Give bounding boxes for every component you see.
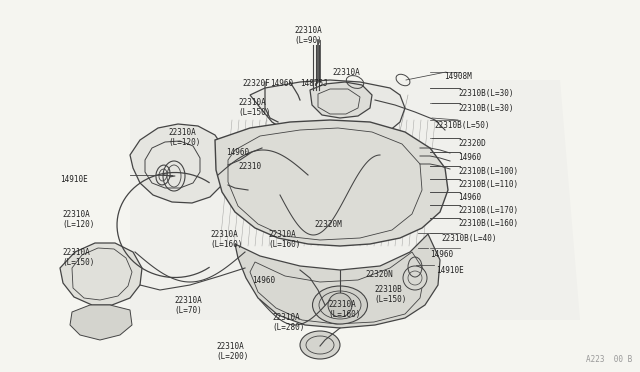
Text: 14960: 14960 xyxy=(226,148,249,157)
Text: (L=120): (L=120) xyxy=(168,138,200,147)
Polygon shape xyxy=(310,82,372,118)
Text: 22310: 22310 xyxy=(238,162,261,171)
Text: (L=70): (L=70) xyxy=(174,306,202,315)
Polygon shape xyxy=(70,305,132,340)
Text: 22310A: 22310A xyxy=(272,313,300,322)
Text: 14910E: 14910E xyxy=(436,266,464,275)
Text: (L=150): (L=150) xyxy=(238,108,270,117)
Text: 22310A: 22310A xyxy=(174,296,202,305)
Ellipse shape xyxy=(312,286,367,324)
Ellipse shape xyxy=(88,306,113,324)
Text: 22310B(L=100): 22310B(L=100) xyxy=(458,167,518,176)
Text: 14908M: 14908M xyxy=(444,72,472,81)
Text: 22310A: 22310A xyxy=(210,230,237,239)
Text: (L=150): (L=150) xyxy=(62,258,94,267)
Text: 22310B(L=40): 22310B(L=40) xyxy=(441,234,497,243)
Text: (L=120): (L=120) xyxy=(62,220,94,229)
Text: (L=160): (L=160) xyxy=(210,240,243,249)
Text: 14910E: 14910E xyxy=(60,175,88,184)
Text: 22310A: 22310A xyxy=(294,26,322,35)
Text: (L=160): (L=160) xyxy=(268,240,300,249)
Text: 14960: 14960 xyxy=(270,79,293,88)
Text: 22310A: 22310A xyxy=(168,128,196,137)
Text: 22320D: 22320D xyxy=(458,139,486,148)
Ellipse shape xyxy=(300,331,340,359)
Text: 22310B(L=50): 22310B(L=50) xyxy=(434,121,490,130)
Text: 22310A: 22310A xyxy=(216,342,244,351)
Text: 22310B(L=110): 22310B(L=110) xyxy=(458,180,518,189)
Polygon shape xyxy=(235,234,440,328)
Text: (L=150): (L=150) xyxy=(374,295,406,304)
Text: 22310A: 22310A xyxy=(62,210,90,219)
Text: A223  00 B: A223 00 B xyxy=(586,355,632,364)
Text: 22320N: 22320N xyxy=(365,270,393,279)
Circle shape xyxy=(403,266,427,290)
Circle shape xyxy=(328,293,352,317)
Text: (L=90): (L=90) xyxy=(294,36,322,45)
Text: 14960: 14960 xyxy=(430,250,453,259)
Text: 22310B(L=30): 22310B(L=30) xyxy=(458,104,513,113)
Text: 22310A: 22310A xyxy=(332,68,360,77)
Text: 22310B(L=30): 22310B(L=30) xyxy=(458,89,513,98)
Text: 14960: 14960 xyxy=(458,193,481,202)
Text: 22310A: 22310A xyxy=(268,230,296,239)
Text: 22310B(L=170): 22310B(L=170) xyxy=(458,206,518,215)
Polygon shape xyxy=(130,124,228,203)
Text: (L=160): (L=160) xyxy=(328,310,360,319)
Text: 22310A: 22310A xyxy=(328,300,356,309)
Text: 22310A: 22310A xyxy=(62,248,90,257)
Text: 22320M: 22320M xyxy=(314,220,342,229)
Text: (L=280): (L=280) xyxy=(272,323,305,332)
Polygon shape xyxy=(130,80,580,320)
Text: 14960: 14960 xyxy=(458,153,481,162)
Text: 22310B(L=160): 22310B(L=160) xyxy=(458,219,518,228)
Text: 22320F: 22320F xyxy=(242,79,269,88)
Text: 22310A: 22310A xyxy=(238,98,266,107)
Text: (L=200): (L=200) xyxy=(216,352,248,361)
Polygon shape xyxy=(250,80,405,140)
Text: 14960: 14960 xyxy=(252,276,275,285)
Polygon shape xyxy=(60,243,142,305)
Polygon shape xyxy=(215,120,448,246)
Text: 14875J: 14875J xyxy=(300,79,328,88)
Text: 22310B: 22310B xyxy=(374,285,402,294)
